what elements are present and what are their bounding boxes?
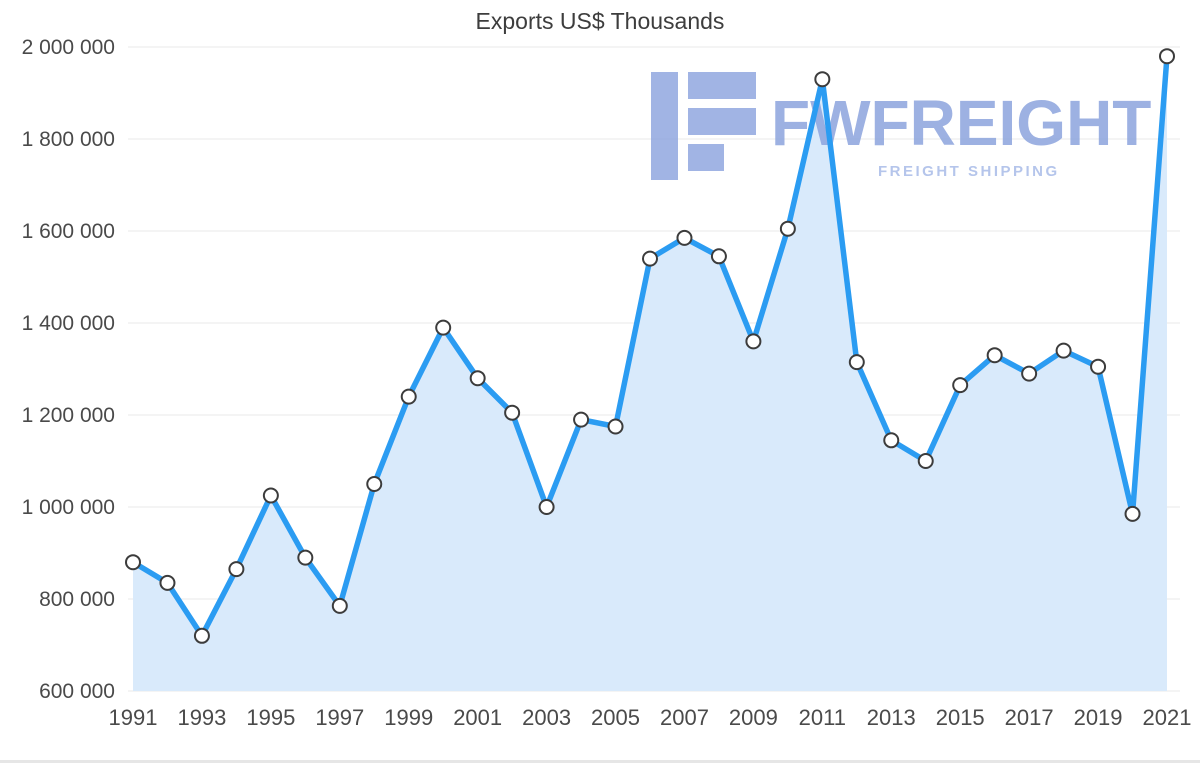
data-point-marker[interactable] xyxy=(1159,48,1175,65)
x-tick-label: 2001 xyxy=(453,705,502,730)
y-tick-label: 1 800 000 xyxy=(22,128,115,151)
data-point-marker[interactable] xyxy=(400,388,417,405)
data-point-marker[interactable] xyxy=(883,432,900,449)
x-tick-label: 2003 xyxy=(522,705,571,730)
data-point-marker[interactable] xyxy=(125,554,141,571)
data-point-marker[interactable] xyxy=(814,71,831,88)
area-fill-layer xyxy=(133,56,1167,691)
watermark: FWFREIGHT FREIGHT SHIPPING xyxy=(651,72,1151,180)
watermark-brand-text: FWFREIGHT xyxy=(771,87,1151,159)
data-point-marker[interactable] xyxy=(1055,342,1072,359)
data-point-marker[interactable] xyxy=(366,476,383,492)
data-point-marker[interactable] xyxy=(435,319,452,336)
watermark-subtitle-text: FREIGHT SHIPPING xyxy=(878,163,1060,180)
x-tick-label: 1997 xyxy=(315,705,364,730)
data-point-marker[interactable] xyxy=(848,354,865,371)
data-point-marker[interactable] xyxy=(1021,365,1038,382)
x-tick-label: 2017 xyxy=(1005,705,1054,730)
logo-bar-top xyxy=(688,72,756,99)
data-point-marker[interactable] xyxy=(159,574,176,591)
data-point-marker[interactable] xyxy=(1124,505,1141,522)
logo-bar-middle xyxy=(688,108,756,135)
x-axis-labels: 1991 1993 1995 1997 1999 2001 2003 2005 2007 2009… xyxy=(109,705,1192,730)
data-point-marker[interactable] xyxy=(917,453,934,469)
area-fill xyxy=(133,56,1167,691)
y-axis-labels: 2 000 000 1 800 000 1 600 000 1 400 000 1 20… xyxy=(22,36,115,703)
x-tick-label: 2005 xyxy=(591,705,640,730)
data-point-marker[interactable] xyxy=(1090,358,1107,375)
y-tick-label: 600 000 xyxy=(39,680,115,703)
x-tick-label: 2015 xyxy=(936,705,985,730)
data-point-marker[interactable] xyxy=(986,347,1003,364)
x-tick-label: 2011 xyxy=(799,705,846,730)
data-point-marker[interactable] xyxy=(607,418,624,435)
chart-title: Exports US$ Thousands xyxy=(475,8,725,34)
logo-bar-bottom xyxy=(688,144,724,171)
data-point-marker[interactable] xyxy=(573,411,590,428)
data-point-marker[interactable] xyxy=(193,627,210,644)
x-tick-label: 1993 xyxy=(177,705,226,730)
y-tick-label: 2 000 000 xyxy=(22,36,115,59)
data-point-marker[interactable] xyxy=(538,499,555,515)
data-point-marker[interactable] xyxy=(710,248,727,265)
logo-bar-vertical xyxy=(651,72,678,180)
data-point-marker[interactable] xyxy=(262,487,279,504)
data-point-marker[interactable] xyxy=(297,549,314,566)
data-point-marker[interactable] xyxy=(469,370,486,387)
x-tick-label: 2021 xyxy=(1143,705,1192,730)
data-point-marker[interactable] xyxy=(504,404,521,421)
data-point-marker[interactable] xyxy=(952,377,969,394)
x-tick-label: 1999 xyxy=(384,705,433,730)
data-point-marker[interactable] xyxy=(779,220,796,237)
page-bottom-divider xyxy=(0,760,1200,763)
x-tick-label: 1995 xyxy=(246,705,295,730)
data-point-marker[interactable] xyxy=(331,597,348,614)
y-tick-label: 1 600 000 xyxy=(22,220,115,243)
y-tick-label: 800 000 xyxy=(39,588,115,611)
x-tick-label: 1991 xyxy=(109,705,158,730)
series-markers xyxy=(125,48,1175,644)
x-tick-label: 2009 xyxy=(729,705,778,730)
y-tick-label: 1 400 000 xyxy=(22,312,115,335)
fwfreight-logo-icon xyxy=(651,72,756,180)
data-point-marker[interactable] xyxy=(745,333,762,350)
data-point-marker[interactable] xyxy=(228,561,245,578)
y-tick-label: 1 000 000 xyxy=(22,496,115,519)
x-tick-label: 2007 xyxy=(660,705,709,730)
x-tick-label: 2013 xyxy=(867,705,916,730)
data-point-marker[interactable] xyxy=(676,229,693,246)
x-tick-label: 2019 xyxy=(1074,705,1123,730)
data-point-marker[interactable] xyxy=(642,250,658,267)
y-tick-label: 1 200 000 xyxy=(22,404,115,427)
